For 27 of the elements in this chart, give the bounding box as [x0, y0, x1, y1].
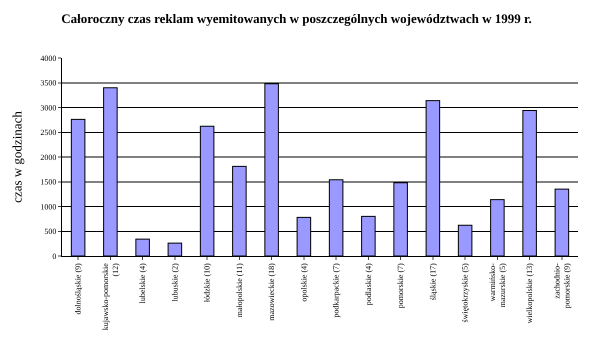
x-tick-label: podlaskie (4)	[364, 262, 373, 306]
y-tick-label: 1500	[40, 178, 56, 187]
y-tick-label: 0	[52, 252, 56, 261]
y-tick-label: 3000	[40, 103, 56, 112]
y-tick-label: 4000	[40, 54, 56, 63]
x-tick-label: dolnośląskie (9)	[74, 262, 83, 315]
x-tick-label: warmińsko- mazurskie (5)	[488, 262, 508, 308]
chart-title: Całoroczny czas reklam wyemitowanych w poszczególnych województwach w 1999 r.	[61, 10, 532, 26]
x-tick-label: kujawsko-pomorskie (12)	[100, 262, 120, 330]
x-tick-label: pomorskie (7)	[396, 262, 406, 308]
x-tick-label: lubuskie (2)	[170, 262, 180, 302]
x-tick-label: podkarpackie (7)	[332, 262, 341, 318]
x-tick-label: mazowieckie (18)	[267, 262, 276, 321]
x-tick-label: lubelskie (4)	[138, 262, 148, 304]
x-tick-label: zachodnio- pomorskie (9)	[552, 262, 572, 308]
y-axis-title: czas w godzinach	[9, 110, 24, 203]
x-tick-label: śląskie (17)	[428, 262, 438, 300]
x-tick-label: wielkopolskie (13)	[525, 262, 534, 324]
x-tick-label: łódzkie (10)	[202, 262, 212, 302]
y-tick-label: 500	[44, 227, 56, 236]
y-tick-label: 3500	[40, 78, 56, 88]
x-tick-label: świętokrzyskie (5)	[460, 262, 470, 323]
y-tick-label: 2500	[40, 128, 56, 138]
y-tick-label: 2000	[40, 152, 56, 162]
y-tick-label: 1000	[40, 202, 56, 212]
x-tick-label: opolskie (4)	[299, 262, 308, 302]
x-tick-label: małopolskie (11)	[234, 262, 244, 318]
